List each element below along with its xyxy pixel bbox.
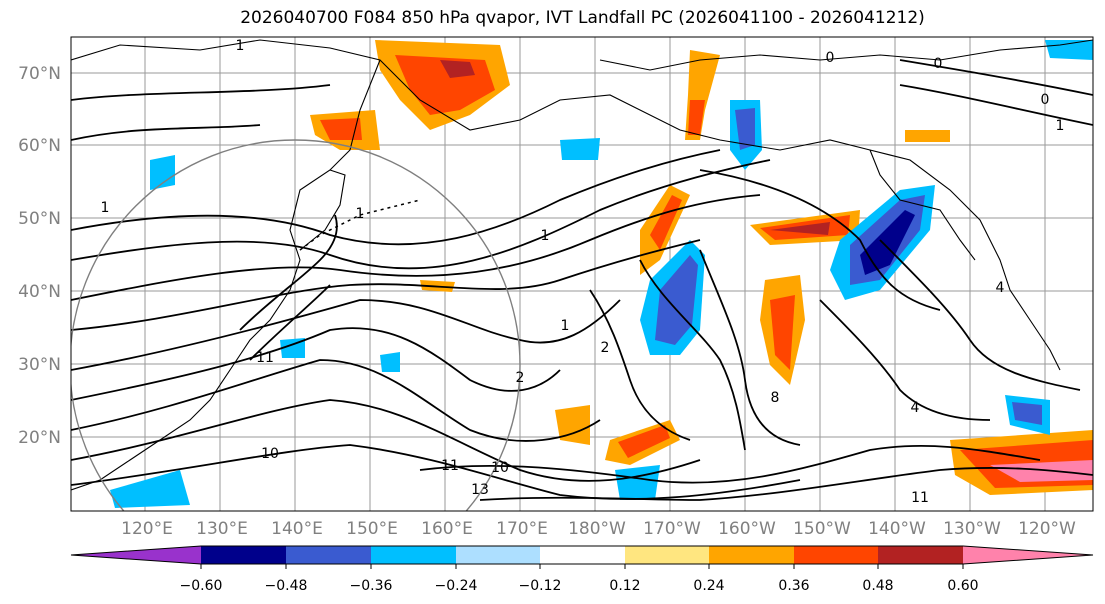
contour-label: 1 [236, 38, 245, 54]
colorbar-segment [794, 546, 878, 564]
contour-label: 0 [826, 50, 835, 66]
longitude-label: 130°W [943, 519, 1001, 539]
contour-label: 1 [1056, 118, 1065, 134]
colorbar-over-extension [963, 546, 1093, 564]
contour-label: 0 [934, 56, 943, 72]
contour-label: 2 [516, 370, 525, 386]
neg-blob [560, 138, 600, 160]
colorbar-under-extension [71, 546, 201, 564]
colorbar-segment [371, 546, 456, 564]
longitude-label: 160°E [421, 519, 473, 539]
longitude-label: 180°W [568, 519, 626, 539]
colorbar-tick-label: 0.24 [693, 578, 724, 594]
contour-label: 1 [541, 228, 550, 244]
contour-label: 2 [601, 340, 610, 356]
neg-blob [615, 465, 660, 500]
neg-blob [1045, 40, 1093, 60]
map-title: 2026040700 F084 850 hPa qvapor, IVT Land… [240, 8, 925, 28]
longitude-label: 150°W [793, 519, 851, 539]
colorbar-segment [540, 546, 625, 564]
colorbar-tick-label: −0.48 [265, 578, 308, 594]
neg-blob [735, 108, 755, 150]
contour-label: 11 [256, 350, 274, 366]
colorbar-segment [201, 546, 286, 564]
contour-label: 10 [261, 446, 279, 462]
pos-blob [650, 195, 682, 250]
contour-label: 4 [911, 400, 920, 416]
pos-blob [555, 405, 590, 445]
colorbar-segment [878, 546, 963, 564]
neg-blob [110, 470, 190, 508]
longitude-label: 130°E [196, 519, 248, 539]
contour-label: 10 [491, 460, 509, 476]
pos-blob [770, 295, 795, 370]
neg-blob [380, 352, 400, 372]
pos-blob [905, 130, 950, 142]
latitude-labels: 70°N 60°N 50°N 40°N 30°N 20°N [18, 64, 61, 448]
contour-label: 11 [911, 490, 929, 506]
contour-label: 4 [996, 280, 1005, 296]
longitude-label: 150°E [346, 519, 398, 539]
pos-blob [440, 60, 475, 78]
contour-lines [71, 59, 1093, 501]
colorbar-tick-label: −0.24 [435, 578, 478, 594]
anomaly-shading [110, 40, 1093, 508]
map-frame [70, 36, 1094, 512]
colorbar-tick-label: −0.36 [350, 578, 393, 594]
coastlines [71, 39, 1093, 491]
colorbar-segment [200, 546, 201, 564]
contour-label: 8 [771, 390, 780, 406]
pos-blob [990, 460, 1093, 482]
longitude-label: 120°W [1018, 519, 1076, 539]
latitude-label: 20°N [18, 428, 61, 448]
longitude-label: 160°W [718, 519, 776, 539]
latitude-label: 60°N [18, 136, 61, 156]
colorbar-tick-label: 0.48 [862, 578, 893, 594]
landfall-circle [71, 139, 521, 511]
colorbar-segment [456, 546, 540, 564]
pos-blob [770, 222, 830, 235]
contour-label: 1 [356, 206, 365, 222]
colorbar: −0.60 −0.48 −0.36 −0.24 −0.12 0.12 0.24 0.36 0.4… [70, 545, 1094, 594]
colorbar-tick-label: −0.60 [180, 578, 223, 594]
latitude-label: 40°N [18, 282, 61, 302]
longitude-label: 120°E [121, 519, 173, 539]
colorbar-tick-label: 0.36 [778, 578, 809, 594]
latitude-label: 30°N [18, 355, 61, 375]
contour-label: 0 [1041, 92, 1050, 108]
neg-blob [860, 210, 915, 275]
longitude-labels: 120°E 130°E 140°E 150°E 160°E 170°E 180°W 170°W… [121, 519, 1076, 539]
colorbar-tick-label: 0.60 [947, 578, 978, 594]
longitude-label: 170°W [643, 519, 701, 539]
contour-label: 11 [441, 458, 459, 474]
pos-blob [618, 425, 670, 458]
colorbar-segment [625, 546, 709, 564]
latitude-label: 50°N [18, 209, 61, 229]
neg-blob [1012, 402, 1042, 425]
contour-label: 1 [561, 318, 570, 334]
longitude-label: 140°W [868, 519, 926, 539]
latitude-label: 70°N [18, 64, 61, 84]
colorbar-segment [286, 546, 371, 564]
colorbar-segment [709, 546, 794, 564]
colorbar-tick-label: 0.12 [609, 578, 640, 594]
longitude-label: 140°E [271, 519, 323, 539]
colorbar-tick-label: −0.12 [519, 578, 562, 594]
pos-blob [688, 100, 705, 135]
contour-label: 1 [101, 200, 110, 216]
neg-blob [150, 155, 175, 190]
longitude-label: 170°E [496, 519, 548, 539]
pos-blob [320, 118, 362, 140]
contour-label: 13 [471, 482, 489, 498]
